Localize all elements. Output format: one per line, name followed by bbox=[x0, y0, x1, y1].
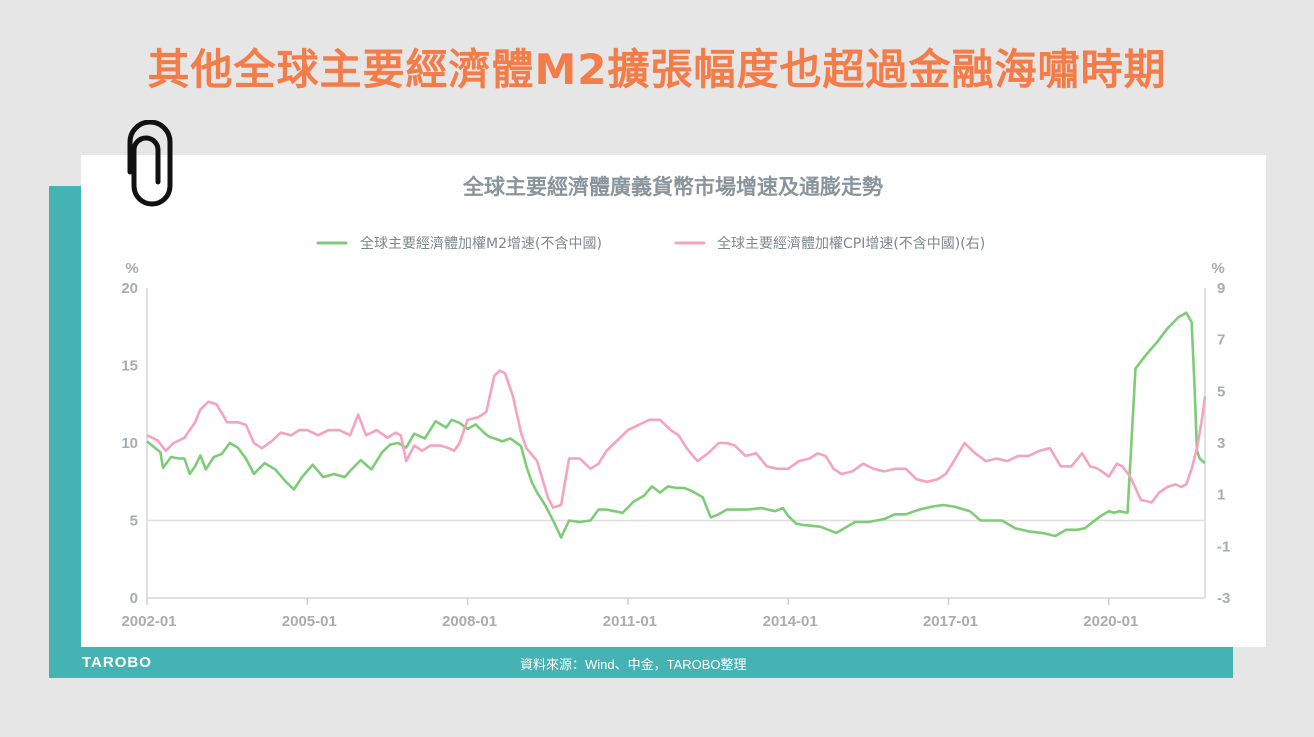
right-tick-label: -3 bbox=[1217, 590, 1230, 607]
x-tick-label: 2020-01 bbox=[1083, 613, 1138, 630]
legend-label-cpi: 全球主要經濟體加權CPI增速(不含中國)(右) bbox=[717, 235, 985, 252]
left-tick-label: 10 bbox=[121, 435, 138, 452]
legend-label-m2: 全球主要經濟體加權M2增速(不含中國) bbox=[360, 235, 602, 252]
x-tick-label: 2017-01 bbox=[923, 613, 978, 630]
right-tick-label: 5 bbox=[1217, 383, 1225, 400]
x-tick-label: 2008-01 bbox=[442, 613, 497, 630]
left-tick-label: 5 bbox=[130, 513, 138, 530]
right-tick-label: 1 bbox=[1217, 487, 1225, 504]
source-note: 資料來源：Wind、中金，TAROBO整理 bbox=[520, 657, 747, 672]
paperclip-icon bbox=[127, 120, 173, 207]
right-axis-unit: % bbox=[1211, 260, 1224, 277]
x-tick-label: 2005-01 bbox=[282, 613, 337, 630]
right-tick-label: 9 bbox=[1217, 280, 1225, 297]
chart-title: 全球主要經濟體廣義貨幣市場增速及通膨走勢 bbox=[462, 175, 883, 199]
left-tick-label: 15 bbox=[121, 358, 138, 375]
plot-area: 0 5 10 15 20 -3 -1 1 3 5 7 9 2002-01 2005-01 2008-01 20… bbox=[121, 280, 1230, 630]
left-tick-label: 20 bbox=[121, 280, 138, 297]
left-axis-unit: % bbox=[125, 260, 138, 277]
x-tick-label: 2014-01 bbox=[763, 613, 818, 630]
right-tick-label: 3 bbox=[1217, 435, 1225, 452]
x-tick-label: 2002-01 bbox=[121, 613, 176, 630]
right-tick-label: 7 bbox=[1217, 332, 1225, 349]
series-line-cpi bbox=[146, 369, 1207, 509]
series-line-m2 bbox=[146, 311, 1206, 539]
right-tick-label: -1 bbox=[1217, 538, 1230, 555]
left-tick-label: 0 bbox=[130, 590, 138, 607]
chart-card bbox=[81, 155, 1266, 647]
page-headline: 其他全球主要經濟體M2擴張幅度也超過金融海嘯時期 bbox=[147, 45, 1167, 94]
tarobo-logo: TAROBO bbox=[82, 654, 152, 671]
legend: 全球主要經濟體加權M2增速(不含中國) 全球主要經濟體加權CPI增速(不含中國)… bbox=[316, 235, 985, 252]
x-tick-label: 2011-01 bbox=[603, 613, 657, 630]
